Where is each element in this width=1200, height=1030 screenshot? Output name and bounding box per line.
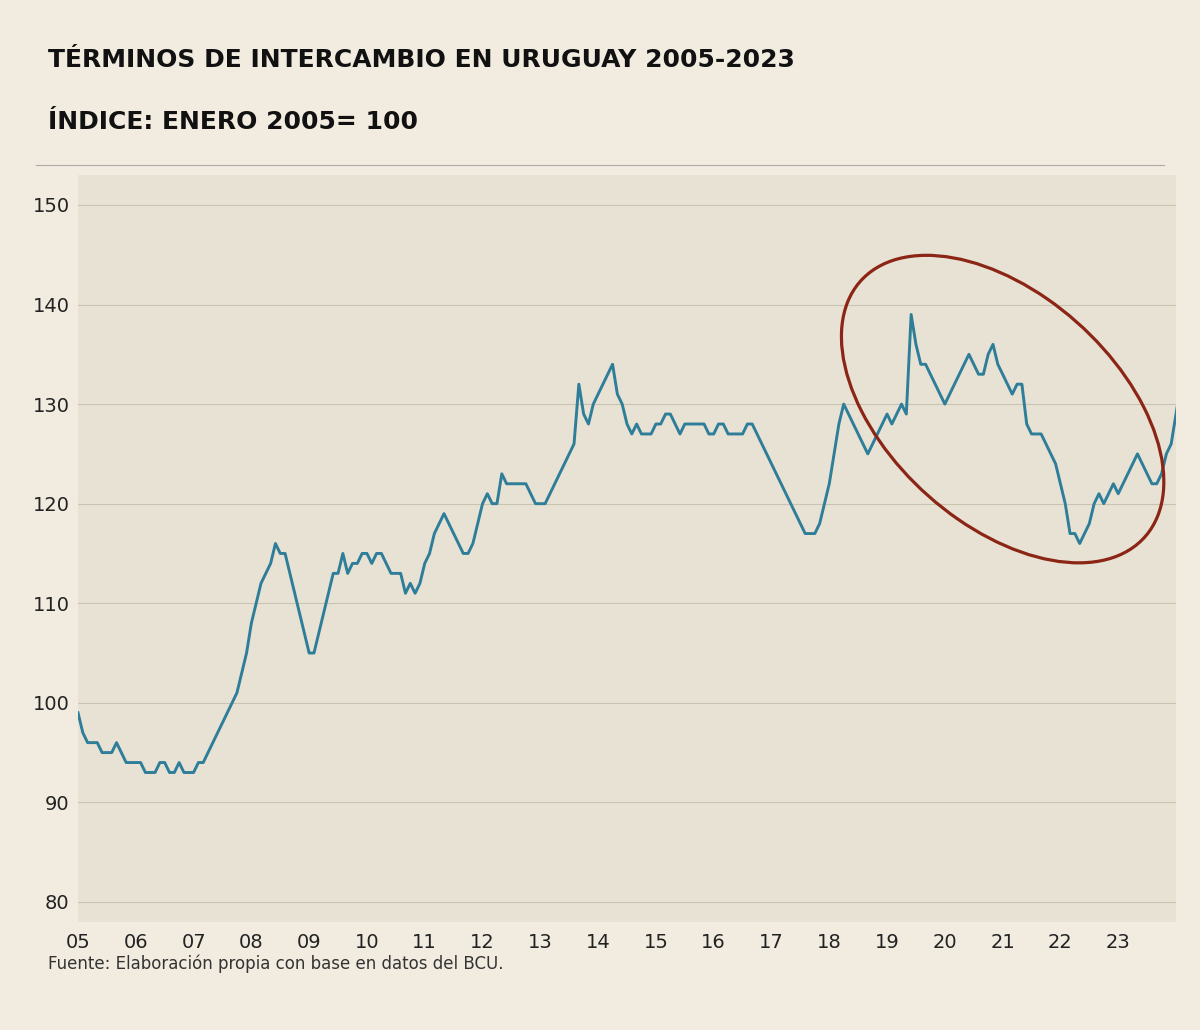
Text: TÉRMINOS DE INTERCAMBIO EN URUGUAY 2005-2023: TÉRMINOS DE INTERCAMBIO EN URUGUAY 2005-… xyxy=(48,48,794,72)
Text: ÍNDICE: ENERO 2005= 100: ÍNDICE: ENERO 2005= 100 xyxy=(48,110,418,134)
Text: Fuente: Elaboración propia con base en datos del BCU.: Fuente: Elaboración propia con base en d… xyxy=(48,955,504,973)
